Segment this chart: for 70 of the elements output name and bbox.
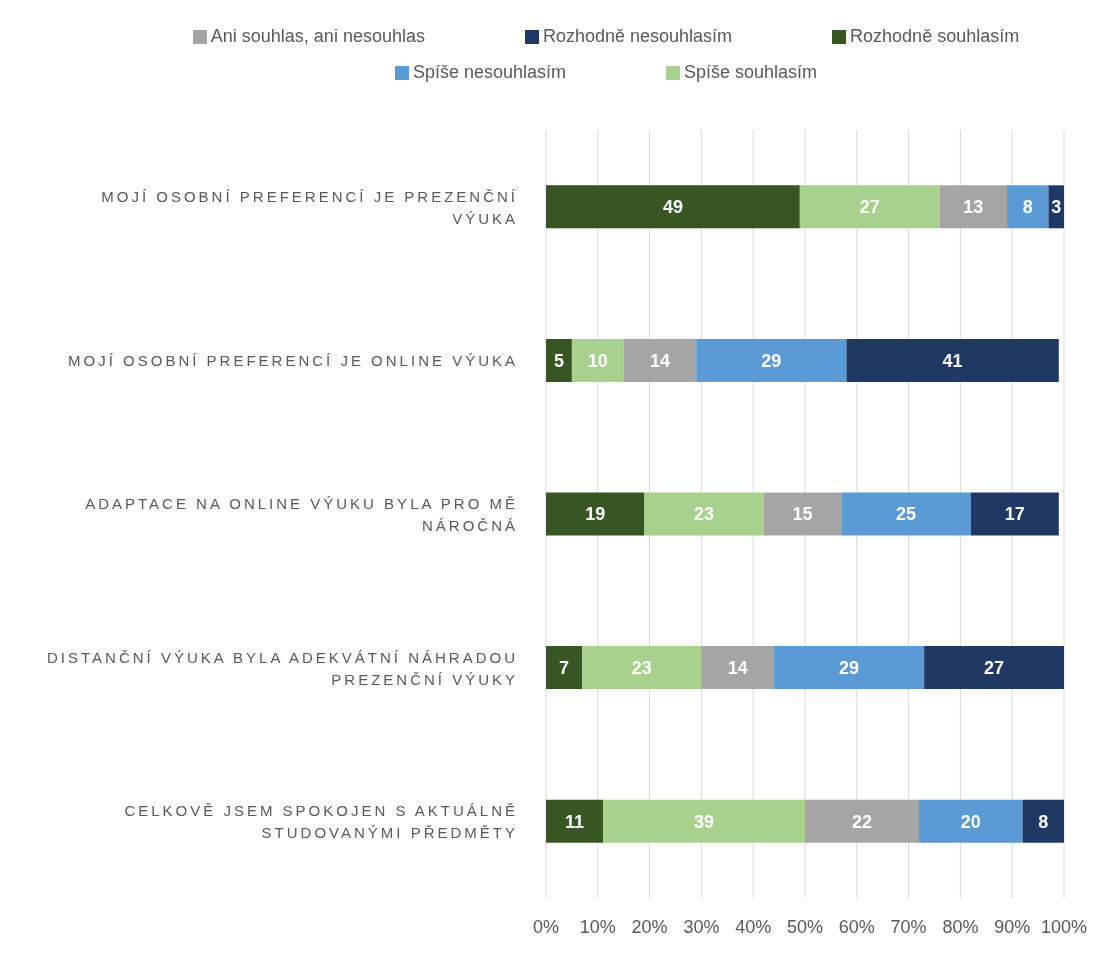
bar <box>546 492 645 536</box>
data-label: 14 <box>727 657 748 678</box>
data-label: 20 <box>960 811 981 832</box>
x-tick-label: 10% <box>579 916 616 937</box>
data-label: 41 <box>942 350 963 371</box>
x-tick-label: 50% <box>786 916 824 937</box>
bar <box>696 338 847 382</box>
bar <box>846 338 1059 382</box>
data-label: 17 <box>1004 504 1025 525</box>
data-label: 23 <box>693 504 715 525</box>
data-label: 25 <box>895 504 917 525</box>
data-label: 13 <box>963 197 984 218</box>
bar <box>763 492 842 536</box>
data-label: 29 <box>761 350 782 371</box>
data-label: 27 <box>984 657 1005 678</box>
bar <box>924 646 1064 690</box>
legend-label: Ani souhlas, ani nesouhlas <box>210 26 425 46</box>
data-label: 39 <box>693 811 715 832</box>
bar <box>970 492 1059 536</box>
bar <box>773 646 925 690</box>
bar <box>799 185 940 229</box>
bar <box>644 492 764 536</box>
data-label: 15 <box>792 504 813 525</box>
data-label: 8 <box>1038 811 1049 832</box>
bar <box>1022 799 1064 843</box>
x-tick-label: 80% <box>942 916 979 937</box>
bar <box>546 185 800 229</box>
bar <box>1007 185 1049 229</box>
bar <box>602 799 805 843</box>
x-tick-label: 90% <box>994 916 1031 937</box>
data-label: 7 <box>559 657 570 678</box>
data-label: 11 <box>564 811 585 832</box>
x-tick-label: 30% <box>683 916 720 937</box>
bar <box>701 646 774 690</box>
bar <box>805 799 919 843</box>
y-tick-label: DISTANČNÍ VÝUKA BYLA ADEKVÁTNÍ NÁHRADOU PREZENČNÍ VÝUKY <box>47 648 518 688</box>
x-tick-label: 60% <box>838 916 875 937</box>
x-tick-label: 40% <box>735 916 772 937</box>
bar <box>623 338 697 382</box>
data-label: 22 <box>851 811 872 832</box>
data-label: 14 <box>649 350 670 371</box>
x-tick-label: 0% <box>532 916 560 937</box>
data-label: 27 <box>859 197 880 218</box>
legend-label: Spíše souhlasím <box>684 62 818 82</box>
y-tick-label: ADAPTACE NA ONLINE VÝUKU BYLA PRO MĚ NÁROČNÁ <box>85 494 518 534</box>
x-tick-label: 20% <box>631 916 668 937</box>
y-tick-label: MOJÍ OSOBNÍ PREFERENCÍ JE PREZENČNÍ VÝUKA <box>101 187 518 227</box>
y-tick-label: CELKOVĚ JSEM SPOKOJEN S AKTUÁLNĚ STUDOVANÝMI PŘEDMĚTY <box>124 801 518 841</box>
data-label: 19 <box>585 504 606 525</box>
bar <box>571 338 624 382</box>
bar <box>546 646 583 690</box>
bar <box>939 185 1008 229</box>
data-label: 49 <box>662 197 683 218</box>
legend-label: Spíše nesouhlasím <box>412 62 566 82</box>
legend-label: Rozhodně souhlasím <box>850 26 1020 46</box>
data-label: 10 <box>587 350 608 371</box>
data-label: 23 <box>631 657 652 678</box>
y-tick-label: MOJÍ OSOBNÍ PREFERENCÍ JE ONLINE VÝUKA <box>68 351 518 369</box>
data-label: 8 <box>1022 197 1033 218</box>
data-label: 5 <box>553 350 564 371</box>
bar <box>546 799 603 843</box>
legend-label: Rozhodně nesouhlasím <box>542 26 733 46</box>
bar <box>546 338 572 382</box>
bar <box>918 799 1023 843</box>
bar <box>841 492 971 536</box>
data-label: 3 <box>1051 197 1062 218</box>
x-tick-label: 100% <box>1040 916 1088 937</box>
bar <box>582 646 702 690</box>
data-label: 29 <box>839 657 860 678</box>
x-tick-label: 70% <box>890 916 927 937</box>
